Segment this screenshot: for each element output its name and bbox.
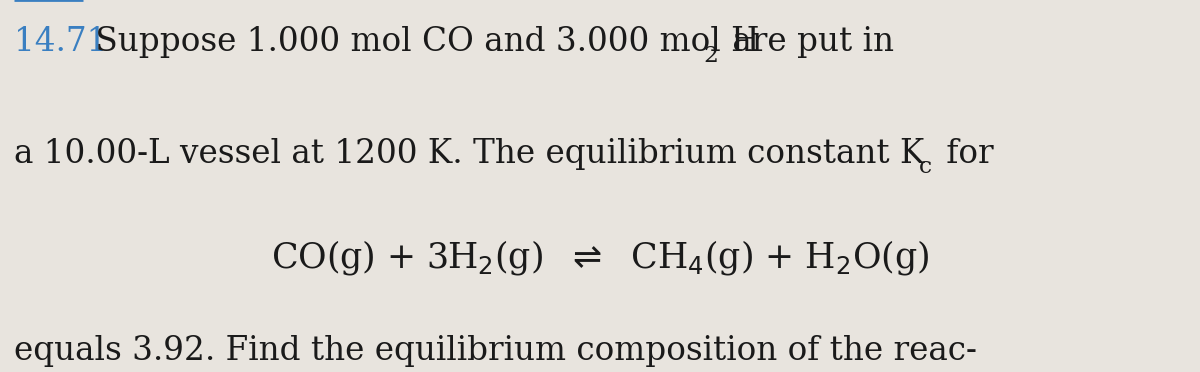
Text: for: for — [936, 138, 994, 170]
Text: 2: 2 — [703, 45, 718, 67]
Text: a 10.00-L vessel at 1200 K. The equilibrium constant K: a 10.00-L vessel at 1200 K. The equilibr… — [14, 138, 925, 170]
Text: equals 3.92. Find the equilibrium composition of the reac-: equals 3.92. Find the equilibrium compos… — [14, 335, 977, 367]
Text: Suppose 1.000 mol CO and 3.000 mol H: Suppose 1.000 mol CO and 3.000 mol H — [85, 26, 760, 58]
Text: are put in: are put in — [722, 26, 894, 58]
Text: CO(g) + 3H$_2$(g)  $\rightleftharpoons$  CH$_4$(g) + H$_2$O(g): CO(g) + 3H$_2$(g) $\rightleftharpoons$ C… — [271, 238, 929, 277]
Text: 14.71: 14.71 — [14, 26, 108, 58]
Text: c: c — [919, 156, 932, 178]
